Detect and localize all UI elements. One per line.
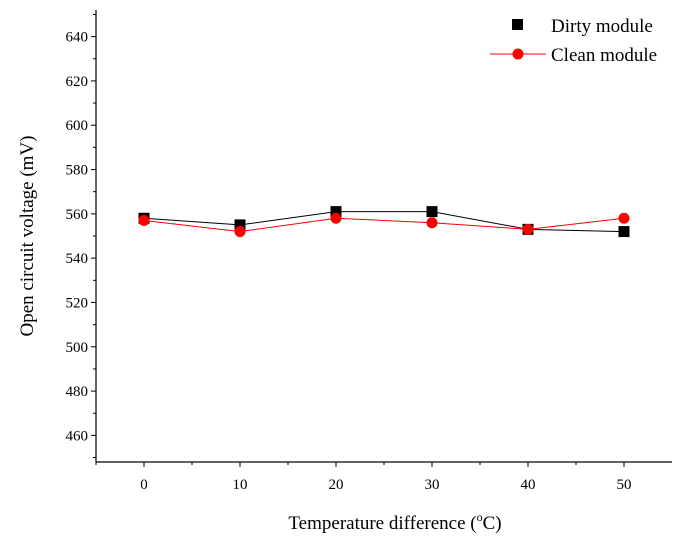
data-point-clean-module — [234, 226, 246, 238]
y-tick-label: 500 — [66, 340, 89, 356]
data-point-clean-module — [330, 212, 342, 224]
data-point-dirty-module — [618, 226, 630, 238]
legend-marker-dirty — [512, 19, 523, 30]
x-axis-title-unit: C) — [483, 513, 502, 534]
y-tick-label: 540 — [66, 251, 89, 267]
data-point-clean-module — [426, 217, 438, 229]
series-line-dirty-module — [143, 211, 625, 233]
y-tick-label: 600 — [66, 118, 89, 134]
x-ticks: 0 10 20 30 40 50 — [95, 462, 632, 493]
x-axis-title: Temperature difference (oC) — [288, 510, 501, 534]
x-tick-label: 30 — [425, 477, 440, 493]
y-tick-label: 460 — [66, 428, 89, 444]
y-tick-label: 620 — [66, 74, 89, 90]
data-point-clean-module — [522, 223, 534, 235]
y-axis-title: Open circuit voltage (mV) — [17, 135, 38, 336]
data-point-dirty-module — [426, 206, 438, 218]
x-axis-title-main: Temperature difference ( — [288, 513, 476, 534]
data-point-clean-module — [618, 212, 630, 224]
x-axis-title-superscript: o — [477, 510, 483, 524]
data-point-clean-module — [138, 214, 150, 226]
y-tick-label: 580 — [66, 163, 89, 179]
series-line-clean-module — [143, 217, 625, 233]
legend-marker-clean — [512, 48, 524, 60]
data-point-dirty-module — [234, 219, 246, 231]
y-tick-label: 480 — [66, 384, 89, 400]
y-tick-label: 560 — [66, 207, 89, 223]
x-tick-label: 40 — [521, 477, 536, 493]
legend-label-clean: Clean module — [551, 45, 657, 66]
x-tick-label: 20 — [329, 477, 344, 493]
y-tick-label: 520 — [66, 295, 89, 311]
x-tick-label: 10 — [233, 477, 248, 493]
legend-label-dirty: Dirty module — [551, 16, 653, 37]
data-point-dirty-module — [330, 206, 342, 218]
x-tick-label: 50 — [617, 477, 632, 493]
y-tick-label: 640 — [66, 30, 89, 46]
legend: Dirty module Clean module — [490, 16, 657, 66]
y-ticks: 460 480 500 520 540 560 580 600 620 640 — [66, 13, 96, 459]
series-layer — [138, 206, 630, 238]
plot-frame — [95, 10, 672, 463]
x-tick-label: 0 — [140, 477, 148, 493]
